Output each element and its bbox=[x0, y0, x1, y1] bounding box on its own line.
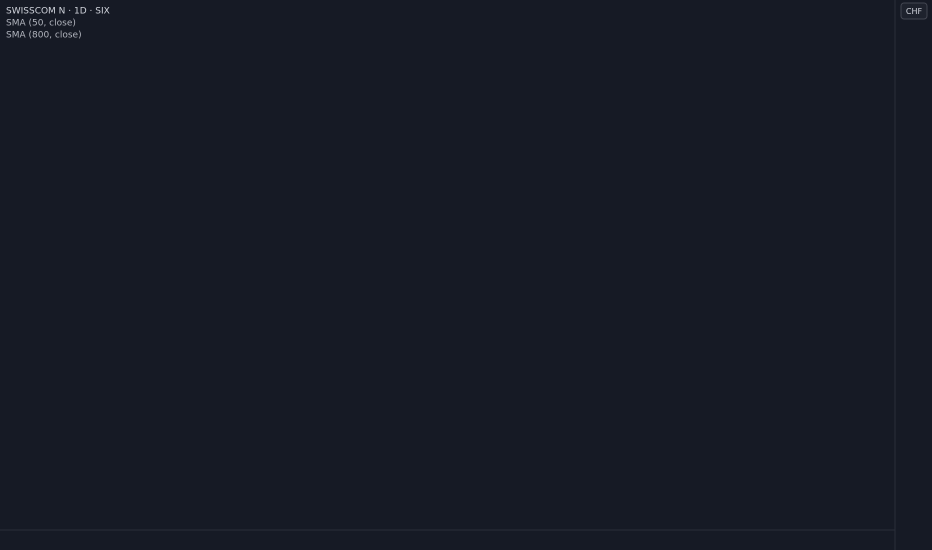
currency-label[interactable]: CHF bbox=[906, 7, 923, 16]
currency-button[interactable] bbox=[900, 2, 928, 20]
legend-entry: SMA (800, close) bbox=[6, 31, 82, 41]
chart-title: SWISSCOM N · 1D · SIX bbox=[6, 7, 110, 17]
legend-entry: SMA (50, close) bbox=[6, 19, 76, 29]
